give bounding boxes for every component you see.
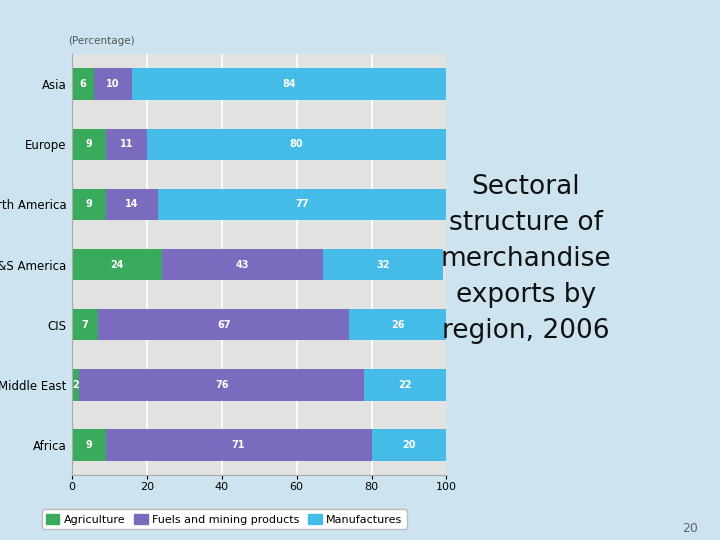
Text: 76: 76 [215, 380, 228, 390]
Legend: Agriculture, Fuels and mining products, Manufactures: Agriculture, Fuels and mining products, … [42, 509, 407, 529]
Text: 20: 20 [402, 440, 415, 450]
Text: 32: 32 [376, 260, 390, 269]
Bar [106, 129, 147, 160]
Bar [94, 69, 132, 100]
Bar [72, 429, 106, 461]
Bar [158, 189, 446, 220]
Text: Sectoral
structure of
merchandise
exports by
region, 2006: Sectoral structure of merchandise export… [441, 174, 611, 344]
Text: 9: 9 [86, 139, 92, 149]
Bar [162, 249, 323, 280]
Bar [72, 69, 94, 100]
Bar [72, 189, 106, 220]
Text: 10: 10 [107, 79, 120, 89]
Text: 43: 43 [235, 260, 249, 269]
Bar [106, 189, 158, 220]
Bar [323, 249, 443, 280]
Text: 20: 20 [683, 522, 698, 535]
Bar [364, 369, 446, 401]
Text: 11: 11 [120, 139, 133, 149]
Text: 77: 77 [295, 199, 309, 210]
Bar [72, 309, 98, 340]
Bar [349, 309, 446, 340]
Bar [72, 369, 79, 401]
Text: 9: 9 [86, 199, 92, 210]
Text: 7: 7 [82, 320, 89, 330]
Text: 84: 84 [282, 79, 296, 89]
Bar [72, 249, 162, 280]
Text: 9: 9 [86, 440, 92, 450]
Bar [372, 429, 446, 461]
Bar [98, 309, 349, 340]
Text: 71: 71 [232, 440, 246, 450]
Bar [106, 429, 372, 461]
Text: 67: 67 [217, 320, 230, 330]
Bar [72, 129, 106, 160]
Text: (Percentage): (Percentage) [68, 36, 135, 45]
Bar [147, 129, 446, 160]
Text: 24: 24 [110, 260, 124, 269]
Text: 22: 22 [398, 380, 412, 390]
Text: 80: 80 [290, 139, 303, 149]
Bar [79, 369, 364, 401]
Text: 2: 2 [73, 380, 79, 390]
Text: 6: 6 [80, 79, 86, 89]
Bar [132, 69, 446, 100]
Text: 14: 14 [125, 199, 139, 210]
Text: 26: 26 [391, 320, 405, 330]
